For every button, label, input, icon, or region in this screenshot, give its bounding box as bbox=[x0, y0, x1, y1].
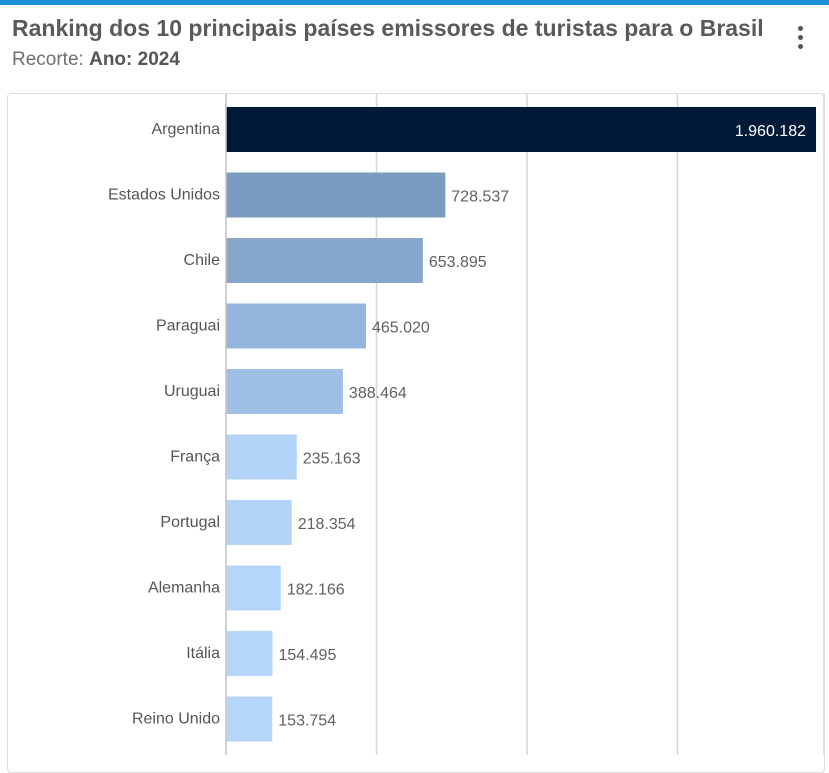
bar[interactable] bbox=[226, 696, 273, 742]
bar-chart: Argentina 1.960.182 Estados Unidos 728.537 C… bbox=[108, 94, 825, 755]
bar[interactable] bbox=[226, 369, 343, 414]
top-accent-strip bbox=[0, 0, 829, 5]
value-label: 1.960.182 bbox=[735, 123, 806, 140]
menu-dot bbox=[797, 25, 803, 31]
bar[interactable] bbox=[226, 631, 273, 676]
category-label: Alemanha bbox=[148, 580, 220, 597]
category-label: Portugal bbox=[160, 514, 220, 531]
value-label: 235.163 bbox=[303, 451, 361, 468]
category-label: Estados Unidos bbox=[108, 187, 220, 204]
category-label: Argentina bbox=[152, 121, 221, 138]
category-label: Itália bbox=[186, 645, 220, 662]
category-label: França bbox=[170, 449, 220, 466]
bar[interactable] bbox=[226, 303, 366, 349]
value-label: 154.495 bbox=[279, 647, 337, 664]
value-label: 653.895 bbox=[429, 254, 487, 271]
value-label: 388.464 bbox=[349, 385, 407, 402]
subtitle-prefix: Recorte: bbox=[12, 49, 90, 70]
value-label: 465.020 bbox=[372, 320, 430, 337]
value-label: 182.166 bbox=[287, 582, 345, 599]
bar[interactable] bbox=[226, 565, 281, 611]
value-label: 728.537 bbox=[451, 189, 509, 206]
bar[interactable] bbox=[226, 172, 446, 218]
bar[interactable] bbox=[226, 107, 817, 152]
bar[interactable] bbox=[226, 238, 423, 283]
category-label: Reino Unido bbox=[132, 711, 220, 728]
chart-subtitle: Recorte: Ano: 2024 bbox=[12, 49, 180, 71]
chart-panel: Argentina 1.960.182 Estados Unidos 728.537 C… bbox=[7, 93, 825, 773]
subtitle-value: Ano: 2024 bbox=[89, 49, 180, 70]
menu-dot bbox=[797, 34, 803, 40]
kebab-menu-icon[interactable] bbox=[786, 20, 814, 54]
menu-dot bbox=[797, 43, 803, 49]
category-label: Uruguai bbox=[164, 383, 220, 400]
bar[interactable] bbox=[226, 500, 292, 545]
chart-title: Ranking dos 10 principais países emissor… bbox=[12, 15, 764, 41]
category-label: Paraguai bbox=[156, 318, 220, 335]
category-label: Chile bbox=[184, 252, 221, 269]
bar[interactable] bbox=[226, 434, 297, 480]
value-label: 153.754 bbox=[278, 713, 336, 730]
value-label: 218.354 bbox=[298, 516, 356, 533]
